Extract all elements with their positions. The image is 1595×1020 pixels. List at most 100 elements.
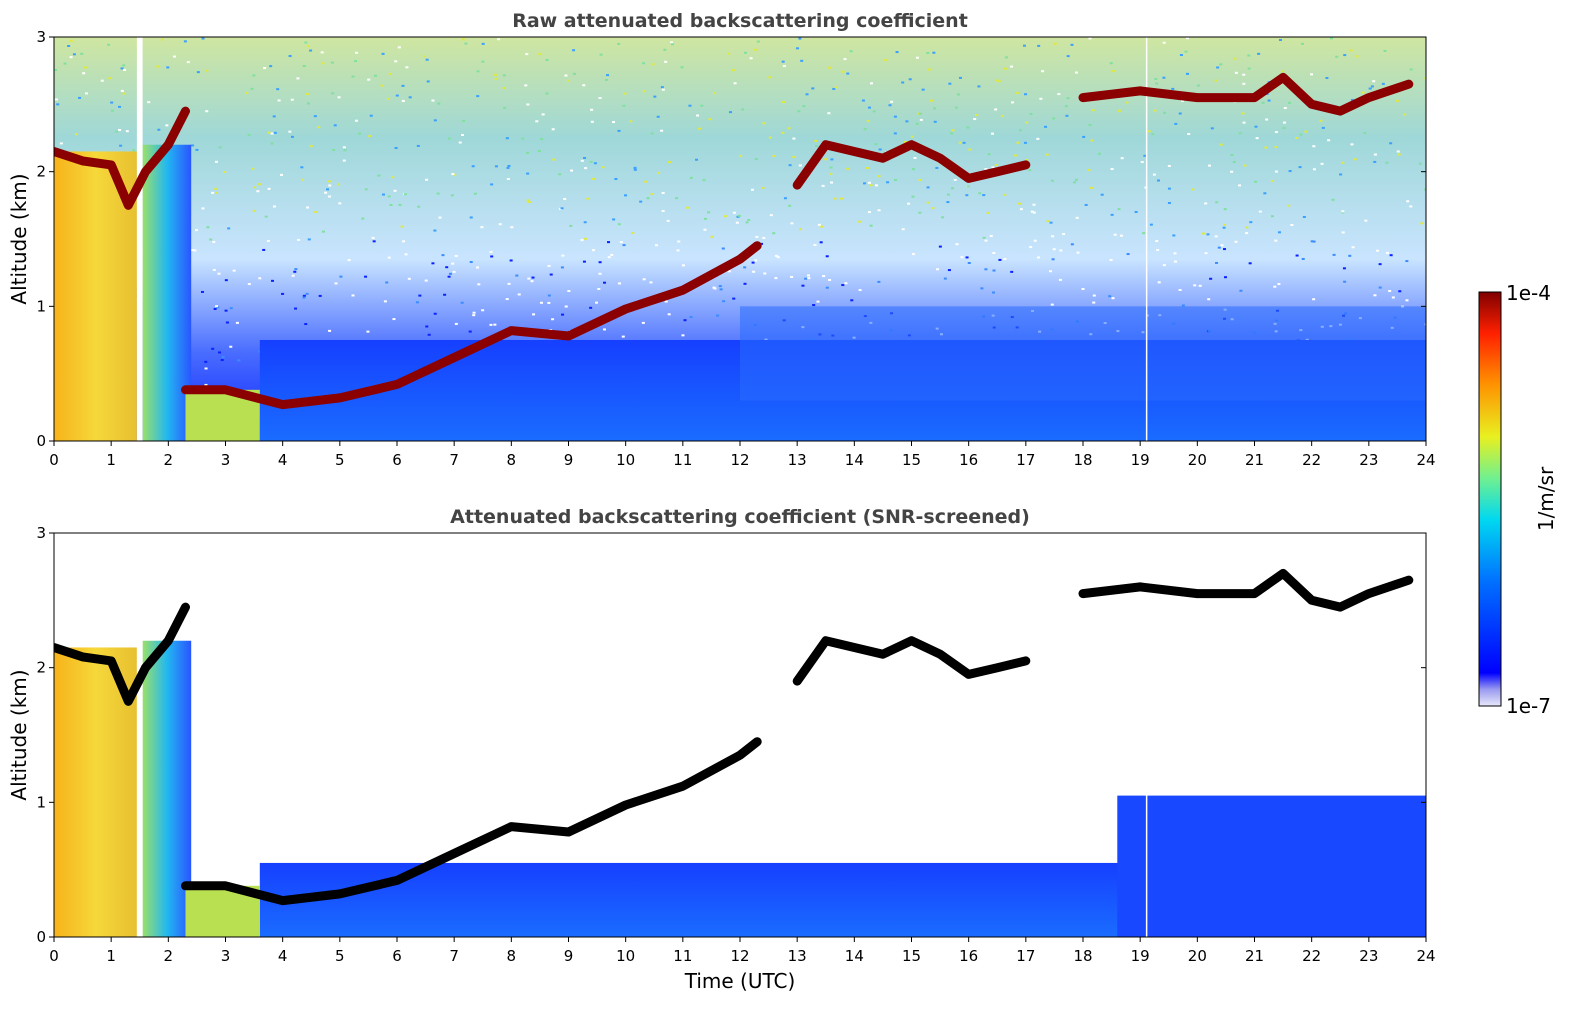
x-tick-label: 16	[959, 451, 978, 469]
noise-speckle	[1044, 125, 1048, 128]
noise-speckle	[552, 158, 556, 161]
noise-speckle	[719, 288, 723, 291]
noise-speckle	[788, 204, 792, 207]
noise-speckle	[1282, 121, 1286, 124]
noise-speckle	[783, 197, 787, 200]
noise-speckle	[641, 321, 645, 324]
noise-speckle	[1405, 299, 1409, 302]
noise-speckle	[173, 55, 177, 58]
noise-speckle	[290, 98, 294, 101]
noise-speckle	[1234, 240, 1238, 243]
noise-speckle	[642, 278, 646, 281]
noise-speckle	[1396, 99, 1400, 102]
noise-speckle	[1258, 210, 1262, 213]
x-tick-label: 8	[507, 947, 517, 965]
noise-speckle	[867, 211, 871, 214]
noise-speckle	[1097, 152, 1101, 155]
noise-speckle	[1348, 254, 1352, 257]
noise-speckle	[318, 294, 322, 297]
noise-speckle	[732, 211, 736, 214]
x-tick-label: 7	[449, 451, 459, 469]
noise-speckle	[337, 96, 341, 99]
noise-speckle	[696, 114, 700, 117]
noise-speckle	[677, 240, 681, 243]
noise-speckle	[743, 266, 747, 269]
noise-speckle	[754, 158, 758, 161]
cloud-layer	[1078, 72, 1414, 116]
noise-speckle	[1204, 202, 1208, 205]
noise-speckle	[1167, 202, 1171, 205]
noise-speckle	[603, 281, 607, 284]
noise-speckle	[564, 74, 568, 77]
noise-speckle	[642, 62, 646, 65]
noise-speckle	[1010, 65, 1014, 68]
noise-speckle	[385, 281, 389, 284]
noise-speckle	[1389, 142, 1393, 145]
noise-speckle	[949, 132, 953, 135]
noise-speckle	[218, 351, 222, 354]
noise-speckle	[955, 243, 959, 246]
noise-speckle	[700, 104, 704, 107]
noise-speckle	[590, 120, 594, 123]
noise-speckle	[846, 72, 850, 75]
noise-speckle	[1302, 215, 1306, 218]
noise-speckle	[392, 318, 396, 321]
noise-speckle	[910, 135, 914, 138]
x-tick-label: 1	[106, 947, 116, 965]
noise-speckle	[540, 137, 544, 140]
noise-speckle	[660, 129, 664, 132]
noise-speckle	[994, 164, 998, 167]
noise-speckle	[77, 96, 81, 99]
noise-speckle	[1242, 121, 1246, 124]
noise-speckle	[1301, 257, 1305, 260]
x-tick-label: 19	[1131, 947, 1150, 965]
noise-speckle	[1074, 71, 1078, 74]
noise-speckle	[458, 141, 462, 144]
noise-speckle	[436, 192, 440, 195]
noise-speckle	[582, 84, 586, 87]
noise-speckle	[751, 261, 755, 264]
noise-speckle	[822, 275, 826, 278]
noise-speckle	[965, 194, 969, 197]
noise-speckle	[493, 323, 497, 326]
noise-speckle	[1147, 130, 1151, 133]
noise-speckle	[762, 122, 766, 125]
noise-speckle	[926, 186, 930, 189]
noise-speckle	[614, 177, 618, 180]
noise-speckle	[201, 37, 205, 40]
noise-speckle	[321, 62, 325, 65]
noise-speckle	[1163, 111, 1167, 114]
noise-speckle	[975, 114, 979, 117]
y-tick-label: 1	[36, 793, 46, 811]
noise-speckle	[204, 360, 208, 363]
noise-speckle	[982, 236, 986, 239]
noise-speckle	[337, 183, 341, 186]
noise-speckle	[157, 128, 161, 131]
noise-speckle	[580, 159, 584, 162]
noise-speckle	[1378, 263, 1382, 266]
noise-speckle	[69, 56, 73, 59]
noise-speckle	[1253, 180, 1257, 183]
noise-speckle	[569, 224, 573, 227]
noise-speckle	[220, 359, 224, 362]
noise-speckle	[489, 323, 493, 326]
noise-speckle	[624, 194, 628, 197]
noise-speckle	[1319, 119, 1323, 122]
noise-speckle	[206, 226, 210, 229]
noise-speckle	[541, 113, 545, 116]
noise-speckle	[270, 142, 274, 145]
x-tick-label: 23	[1359, 947, 1378, 965]
noise-speckle	[119, 144, 123, 147]
noise-speckle	[387, 256, 391, 259]
noise-speckle	[280, 173, 284, 176]
noise-speckle	[1381, 82, 1385, 85]
noise-speckle	[586, 197, 590, 200]
noise-speckle	[454, 254, 458, 257]
noise-speckle	[507, 164, 511, 167]
noise-speckle	[802, 105, 806, 108]
noise-speckle	[805, 93, 809, 96]
noise-speckle	[570, 169, 574, 172]
noise-speckle	[629, 120, 633, 123]
noise-speckle	[1320, 162, 1324, 165]
noise-speckle	[1154, 77, 1158, 80]
